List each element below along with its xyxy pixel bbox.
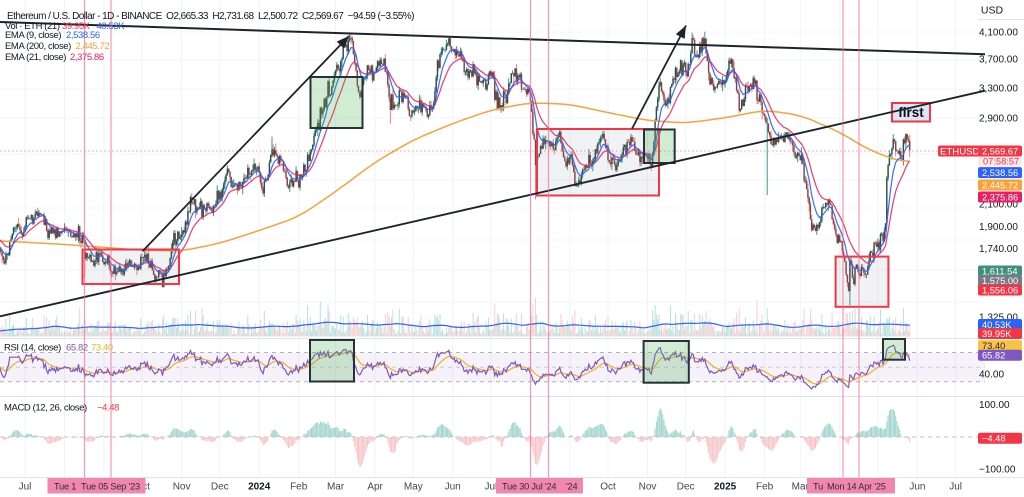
svg-text:−4.48: −4.48	[982, 434, 1006, 444]
svg-text:1,900.00: 1,900.00	[979, 222, 1018, 233]
svg-text:MACD (12, 26, close): MACD (12, 26, close)	[4, 403, 87, 414]
svg-text:Feb: Feb	[756, 482, 774, 493]
svg-text:Dec: Dec	[677, 482, 695, 493]
svg-text:USD: USD	[981, 5, 1004, 17]
svg-text:Tue 30 Jul '24: Tue 30 Jul '24	[502, 482, 556, 492]
svg-text:Mon 14 Apr '25: Mon 14 Apr '25	[827, 482, 886, 492]
svg-text:2024: 2024	[248, 482, 271, 493]
svg-text:1,611.54: 1,611.54	[982, 267, 1018, 277]
svg-text:EMA (9, close): EMA (9, close)	[5, 30, 61, 41]
svg-text:−4.48: −4.48	[97, 403, 119, 414]
svg-text:Apr: Apr	[367, 482, 383, 493]
svg-text:Jul: Jul	[949, 482, 962, 493]
svg-text:2,900.00: 2,900.00	[979, 114, 1018, 125]
svg-text:'24: '24	[566, 482, 577, 492]
svg-text:Tue 1: Tue 1	[54, 482, 76, 492]
svg-text:ETHUSD: ETHUSD	[940, 147, 980, 158]
svg-text:2,100.00: 2,100.00	[979, 200, 1018, 211]
svg-text:Jun: Jun	[445, 482, 461, 493]
svg-text:EMA (21, close): EMA (21, close)	[5, 52, 66, 63]
svg-text:2,538.56: 2,538.56	[982, 168, 1018, 178]
svg-text:1,740.00: 1,740.00	[979, 244, 1018, 255]
svg-text:Jul: Jul	[19, 482, 32, 493]
svg-text:Dec: Dec	[211, 482, 229, 493]
svg-text:2,445.72: 2,445.72	[76, 41, 110, 52]
svg-text:2,375.86: 2,375.86	[982, 193, 1018, 203]
svg-text:07:58:57: 07:58:57	[983, 157, 1019, 167]
svg-text:39.95K: 39.95K	[62, 21, 91, 32]
svg-text:2025: 2025	[714, 482, 737, 493]
svg-text:3,300.00: 3,300.00	[979, 84, 1018, 95]
svg-text:73.40: 73.40	[982, 341, 1005, 351]
svg-text:3,700.00: 3,700.00	[979, 55, 1018, 66]
svg-text:73.40: 73.40	[91, 343, 113, 354]
svg-text:Jun: Jun	[909, 482, 925, 493]
svg-text:−100.00: −100.00	[979, 465, 1016, 476]
svg-text:Mar: Mar	[792, 482, 810, 493]
svg-text:May: May	[404, 482, 423, 493]
svg-text:2,375.86: 2,375.86	[70, 52, 104, 63]
svg-text:2,538.56: 2,538.56	[66, 30, 100, 41]
svg-text:2,445.72: 2,445.72	[982, 181, 1018, 191]
svg-text:Ethereum / U.S. Dollar - 1D -: Ethereum / U.S. Dollar - 1D - BINANCE O2…	[7, 11, 414, 22]
svg-text:65.82: 65.82	[982, 351, 1005, 361]
svg-text:1,325.00: 1,325.00	[979, 313, 1018, 324]
svg-text:65.82: 65.82	[66, 343, 88, 354]
svg-text:1,556.06: 1,556.06	[982, 286, 1018, 296]
svg-text:2,569.67: 2,569.67	[982, 147, 1018, 157]
svg-text:39.95K: 39.95K	[982, 329, 1012, 339]
svg-text:Tu: Tu	[813, 482, 823, 492]
svg-text:Oct: Oct	[600, 482, 616, 493]
svg-text:Mar: Mar	[327, 482, 345, 493]
svg-text:Tue 05 Sep '23: Tue 05 Sep '23	[81, 482, 140, 492]
svg-text:Feb: Feb	[290, 482, 308, 493]
svg-text:40.53K: 40.53K	[97, 21, 126, 32]
svg-text:RSI (14, close): RSI (14, close)	[4, 343, 61, 354]
svg-text:1,575.00: 1,575.00	[982, 276, 1018, 286]
svg-text:40.53K: 40.53K	[982, 320, 1012, 330]
svg-text:40.00: 40.00	[979, 370, 1004, 381]
svg-text:Nov: Nov	[173, 482, 191, 493]
svg-text:Jul: Jul	[485, 482, 498, 493]
svg-text:Nov: Nov	[639, 482, 657, 493]
svg-text:4,100.00: 4,100.00	[979, 28, 1018, 39]
svg-text:100.00: 100.00	[979, 400, 1010, 411]
svg-text:Vol · ETH (21): Vol · ETH (21)	[5, 21, 60, 32]
svg-text:EMA (200, close): EMA (200, close)	[5, 41, 71, 52]
